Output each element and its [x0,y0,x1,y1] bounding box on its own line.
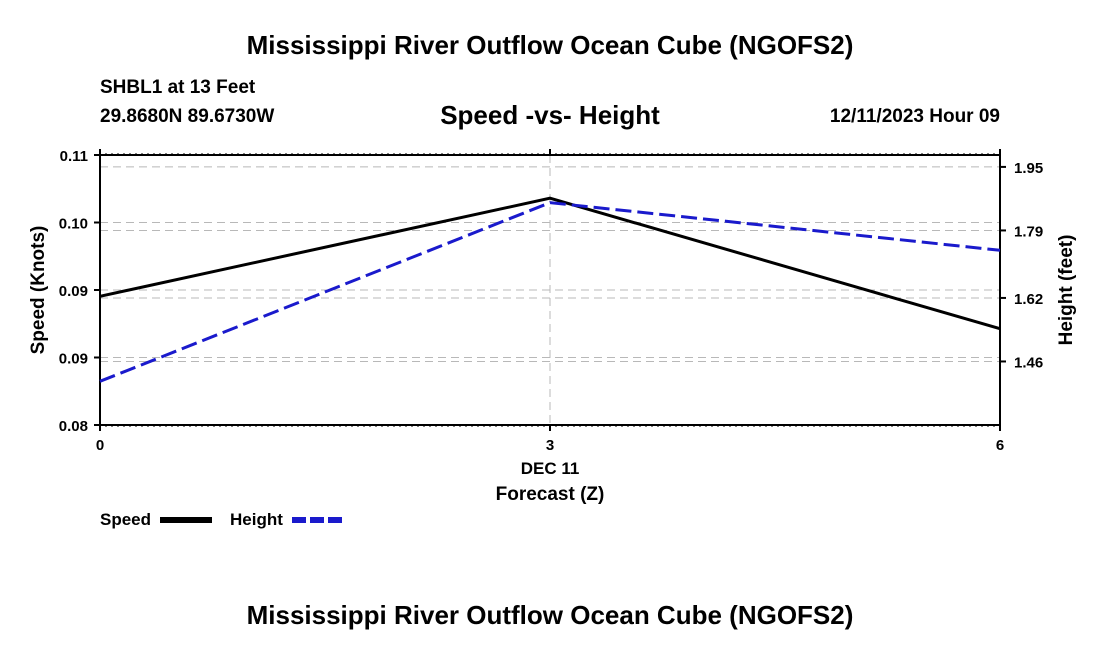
y-axis-label-right: Height (feet) [1056,235,1077,346]
speed-series-line [99,196,1001,331]
x-tick-label: 3 [546,437,554,454]
height-series-line [99,201,1001,383]
y-left-tick-label: 0.11 [60,148,88,165]
footer-title: Mississippi River Outflow Ocean Cube (NG… [246,600,854,630]
x-tick-label: 6 [996,437,1004,454]
data-series [99,196,1001,383]
chart-title: Speed -vs- Height [440,100,660,130]
y-left-tick-label: 0.09 [59,283,88,300]
y-left-tick-label: 0.10 [59,216,88,233]
y-axis-label-left: Speed (Knots) [28,226,49,355]
axis-ticks: 0.08 0.09 0.09 0.10 0.11 1.46 1.62 1.79 1.95 0 3 6 [59,148,1043,454]
legend: Speed Height [100,510,344,529]
x-date-label: DEC 11 [521,459,580,478]
speed-height-chart: 0.080.090.090.100.111.461.621.791.950 3 6 … [28,148,1077,529]
x-axis-label: Forecast (Z) [496,484,605,505]
y-left-tick-label: 0.08 [59,418,88,435]
y-right-tick-label: 1.46 [1014,354,1043,371]
legend-speed-label: Speed [100,510,151,529]
station-label: SHBL1 at 13 Feet [100,77,256,98]
station-coordinates: 29.8680N 89.6730W [100,106,275,127]
y-right-tick-label: 1.62 [1014,291,1043,308]
legend-height-label: Height [230,510,283,529]
main-title: Mississippi River Outflow Ocean Cube (NG… [246,30,854,60]
y-left-tick-label: 0.09 [59,351,88,368]
x-tick-label: 0 [96,437,104,454]
forecast-datetime: 12/11/2023 Hour 09 [829,106,1000,127]
y-right-tick-label: 1.79 [1014,223,1043,240]
y-right-tick-label: 1.95 [1014,160,1043,177]
